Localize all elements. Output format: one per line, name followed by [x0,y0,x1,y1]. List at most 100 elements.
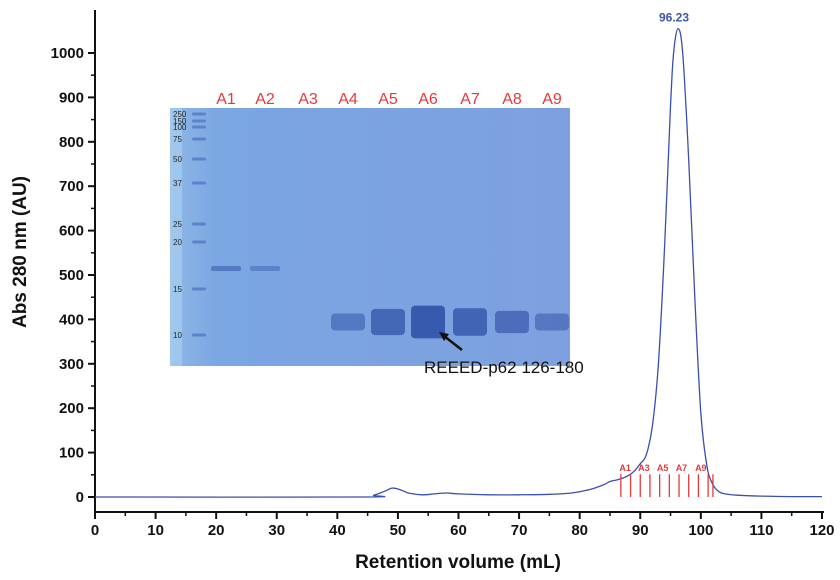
ladder-band [192,137,206,141]
y-tick-label: 700 [59,178,84,195]
x-tick-label: 70 [511,522,528,539]
y-tick-label: 1000 [51,45,84,62]
y-tick-label: 900 [59,89,84,106]
gel-band [371,308,405,336]
data-point [488,494,489,495]
data-point [737,495,738,496]
data-point [404,491,405,492]
data-point [682,53,683,54]
data-point [652,426,653,427]
data-point [603,484,604,485]
x-tick-label: 80 [571,522,588,539]
data-point [658,363,659,364]
data-point [591,489,592,490]
data-point [422,494,423,495]
ladder-band [192,287,206,291]
data-point [385,490,386,491]
gel-lane-label: A4 [338,91,358,108]
gel-band [495,310,529,334]
data-point [634,471,635,472]
y-tick-label: 500 [59,267,84,284]
data-point [646,454,647,455]
data-point [610,481,611,482]
data-point [678,28,679,29]
gel-lane-label: A3 [298,91,318,108]
ladder-band [192,240,206,244]
gel-band [411,305,445,339]
ladder-label: 50 [173,155,182,164]
fraction-label: A3 [638,463,650,473]
gel-band [331,313,365,331]
x-tick-label: 50 [390,522,407,539]
y-tick-label: 100 [59,445,84,462]
ladder-label: 75 [173,135,182,144]
data-point [670,106,671,107]
data-point [361,497,362,498]
gel-lane-label: A9 [542,91,562,108]
gel-lane-label: A6 [418,91,438,108]
ladder-label: 100 [173,123,187,132]
gel-band [535,313,569,331]
x-tick-label: 40 [329,522,346,539]
y-tick-label: 300 [59,356,84,373]
ladder-band [192,181,206,185]
data-point [519,494,520,495]
series-line-0 [94,27,822,498]
ladder-label: 250 [173,110,187,119]
x-tick-label: 20 [208,522,225,539]
gel-band [453,308,487,336]
ladder-label: 37 [173,179,182,188]
x-tick-label: 90 [632,522,649,539]
data-point [549,494,550,495]
gel-annotation: REEED-p62 126-180 [424,358,584,377]
y-tick-label: 200 [59,400,84,417]
y-tick-label: 400 [59,311,84,328]
data-point [761,496,762,497]
ladder-band [192,333,206,337]
data-point [397,489,398,490]
x-tick-label: 0 [91,522,99,539]
data-point [458,493,459,494]
data-point [822,496,823,497]
data-point [616,480,617,481]
ladder-band [192,125,206,129]
gel-lane-label: A8 [502,91,522,108]
data-point [391,488,392,489]
y-tick-label: 800 [59,134,84,151]
x-tick-label: 10 [147,522,164,539]
data-point [434,493,435,494]
fraction-label: A5 [657,463,669,473]
ladder-label: 25 [173,220,182,229]
gel-edge [170,108,182,366]
ladder-band [192,222,206,226]
data-point [719,491,720,492]
data-point [446,493,447,494]
x-tick-label: 30 [268,522,285,539]
fraction-label: A9 [695,463,707,473]
data-point [579,491,580,492]
data-point [700,412,701,413]
y-tick-label: 0 [76,489,84,506]
ladder-label: 20 [173,238,182,247]
data-point [622,478,623,479]
x-tick-label: 60 [450,522,467,539]
data-point [95,497,96,498]
data-point [410,493,411,494]
gel-lane-label: A1 [216,91,236,108]
data-point [373,495,374,496]
axes: 0 10 20 30 40 50 60 70 80 90 100 110 120 0 100 200 300 40… [51,10,835,539]
ladder-label: 10 [173,331,182,340]
data-point [688,159,689,160]
annotation-arrow [443,335,463,351]
y-tick-label: 600 [59,223,84,240]
fraction-label: A7 [676,463,688,473]
data-point [791,496,792,497]
x-axis-label: Retention volume (mL) [355,552,561,573]
data-point [567,493,568,494]
x-tick-label: 100 [688,522,713,539]
overlay-labels: 96.23 [659,11,689,25]
y-axis-label: Abs 280 nm (AU) [10,176,31,328]
ladder-band [192,157,206,161]
